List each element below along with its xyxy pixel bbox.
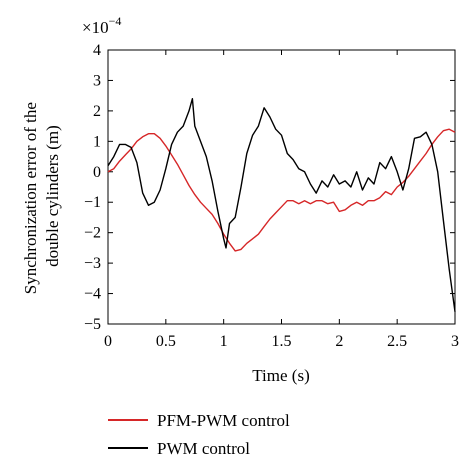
plot-frame [107,49,456,325]
y-axis-multiplier: ×10−4 [82,14,121,37]
series-line-pwm [107,98,456,312]
y-tick-label: −3 [84,255,101,272]
x-tick-label: 2.5 [387,333,407,350]
x-tick-label: 1 [220,333,228,350]
x-tick-label: 1.5 [272,333,292,350]
x-tick-label: 3 [451,333,459,350]
y-axis-label: Synchronization error of the double cyli… [21,98,62,294]
y-tick-label: −4 [84,286,101,303]
legend-label-pfm-pwm: PFM-PWM control [157,411,290,430]
y-tick-label: −5 [84,316,101,333]
x-tick-label: 2 [335,333,343,350]
y-axis-label-line-2: double cylinders (m) [43,125,62,267]
y-tick-label: 4 [93,42,101,59]
axes [107,49,456,325]
y-tick-label: 0 [93,164,101,181]
x-tick-label: 0.5 [156,333,176,350]
y-axis-multiplier-exponent: −4 [109,14,122,28]
y-tick-label: −1 [84,194,101,211]
y-tick-label: 2 [93,103,101,120]
legend: PFM-PWM control PWM control [108,411,290,458]
y-tick-label: 3 [93,72,101,89]
legend-label-pwm: PWM control [157,439,250,458]
y-axis-label-line-1: Synchronization error of the [21,102,40,294]
y-tick-label: −2 [84,225,101,242]
y-tick-label: 1 [93,133,101,150]
x-axis-label: Time (s) [252,366,309,385]
x-tick-label: 0 [104,333,112,350]
tick-labels: 0 0.5 1 1.5 2 2.5 3 −5 −4 −3 −2 −1 0 1 2 3 4 [84,42,459,350]
series-lines [107,98,456,312]
series-line-pfm-pwm [107,128,456,252]
